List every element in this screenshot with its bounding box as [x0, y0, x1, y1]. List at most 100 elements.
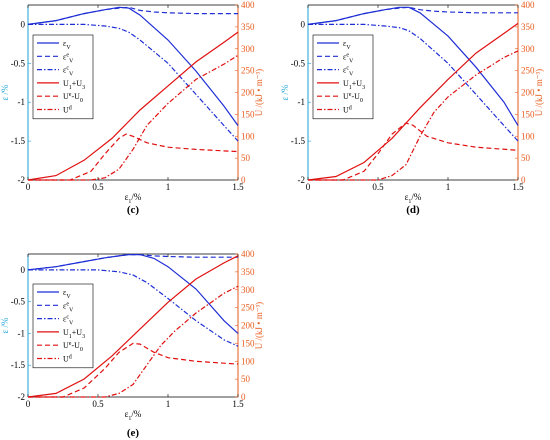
x-tick-label: 1 [166, 182, 171, 192]
y-right-tick-label: 100 [521, 131, 535, 141]
x-tick-label: 0 [306, 182, 311, 192]
series-line-1 [307, 6, 518, 25]
chart-panel-0: 0 0.5 1 1.50-0.5-1-1.5-2 0501001502002503003… [0, 0, 264, 216]
y-right-tick-label: 0 [241, 392, 246, 402]
y-left-tick-label: -1.5 [11, 360, 26, 370]
y-right-tick-label: 150 [241, 109, 255, 119]
legend-box [312, 34, 374, 120]
x-tick-label: 1.5 [512, 182, 524, 192]
x-tick-label: 0 [26, 399, 31, 409]
x-tick-label: 1.5 [232, 182, 244, 192]
y-right-tick-label: 100 [241, 131, 255, 141]
y-left-tick-label: -0.5 [11, 297, 26, 307]
series-line-1 [27, 6, 238, 25]
y-right-tick-label: 150 [241, 338, 255, 348]
panel-caption: (e) [127, 427, 140, 439]
legend-label-3: U1+U3 [63, 79, 85, 91]
series-line-0 [27, 6, 239, 126]
y-right-tick-label: 250 [241, 303, 255, 313]
series-line-4 [308, 122, 519, 181]
x-tick-label: 0.5 [92, 399, 104, 409]
y-left-tick-label: -0.5 [291, 58, 306, 68]
x-axis-label: ε1/% [125, 192, 142, 205]
legend-label-1: εeV [343, 52, 354, 64]
legend-label-4: Ue-U0 [343, 92, 363, 104]
series-line-0 [307, 6, 519, 126]
series-line-3 [27, 255, 239, 398]
legend-box [32, 283, 94, 369]
y-left-tick-label: -1 [298, 97, 306, 107]
y-left-tick-label: -1 [18, 97, 26, 107]
y-right-axis-label: U /(kJ • m⁻³) [254, 302, 264, 349]
legend-label-5: Ud [63, 106, 72, 115]
legend-label-4: Ue-U0 [63, 341, 83, 353]
series-line-3 [27, 31, 239, 181]
y-right-axis-label: U /(kJ • m⁻³) [534, 69, 544, 116]
y-right-tick-label: 350 [241, 267, 255, 277]
chart-panel-1: 0 0.5 1 1.50-0.5-1-1.5-2 0501001502002503003… [280, 0, 544, 216]
y-left-tick-label: 0 [301, 19, 306, 29]
y-right-tick-label: 0 [241, 175, 246, 185]
y-right-tick-label: 250 [241, 66, 255, 76]
x-tick-label: 0 [26, 182, 31, 192]
y-left-tick-label: -1.5 [11, 136, 26, 146]
series-line-1 [27, 254, 238, 271]
legend-label-5: Ud [343, 106, 352, 115]
y-right-tick-label: 150 [521, 109, 535, 119]
y-right-axis-label: U /(kJ • m⁻³) [254, 69, 264, 116]
y-left-tick-label: -1 [18, 328, 26, 338]
y-right-tick-label: 350 [241, 22, 255, 32]
y-right-tick-label: 350 [521, 22, 535, 32]
x-tick-label: 0.5 [372, 182, 384, 192]
x-axis-label: ε1/% [125, 409, 142, 422]
x-tick-label: 1.5 [232, 399, 244, 409]
y-right-tick-label: 300 [241, 44, 255, 54]
y-right-tick-label: 200 [241, 88, 255, 98]
series-line-2 [28, 23, 239, 142]
legend-label-2: εcV [63, 66, 74, 78]
series-line-4 [28, 342, 239, 398]
panel-caption: (c) [127, 204, 140, 216]
series-line-2 [308, 23, 519, 142]
series-line-4 [28, 133, 239, 181]
legend-label-0: εV [63, 288, 71, 300]
x-tick-label: 0.5 [92, 182, 104, 192]
y-left-axis-label: ε /% [0, 84, 10, 101]
y-right-tick-label: 300 [521, 44, 535, 54]
series-line-5 [28, 285, 239, 398]
y-left-tick-label: -0.5 [11, 58, 26, 68]
y-left-tick-label: -2 [18, 392, 26, 402]
legend-label-1: εeV [63, 52, 74, 64]
legend-label-3: U1+U3 [343, 79, 365, 91]
series-line-5 [28, 54, 239, 181]
y-right-tick-label: 50 [521, 153, 531, 163]
y-left-tick-label: -2 [18, 175, 26, 185]
chart-panel-2: 0 0.5 1 1.50-0.5-1-1.5-2 0501001502002503003… [0, 249, 264, 439]
y-left-tick-label: 0 [21, 19, 26, 29]
series-line-2 [28, 269, 239, 347]
series-line-5 [308, 50, 519, 181]
legend-label-3: U1+U3 [63, 328, 85, 340]
y-right-tick-label: 400 [521, 0, 535, 10]
series-line-3 [307, 22, 519, 181]
y-left-axis-label: ε /% [0, 317, 10, 334]
y-right-tick-label: 200 [521, 88, 535, 98]
legend-label-1: εeV [63, 301, 74, 313]
y-right-tick-label: 300 [241, 285, 255, 295]
y-right-tick-label: 400 [241, 249, 255, 259]
legend-label-5: Ud [63, 355, 72, 364]
legend-box [32, 34, 94, 120]
y-left-tick-label: -1.5 [291, 136, 306, 146]
y-left-axis-label: ε /% [280, 84, 290, 101]
x-axis-label: ε1/% [405, 192, 422, 205]
legend-label-2: εcV [63, 315, 74, 327]
y-right-tick-label: 400 [241, 0, 255, 10]
y-right-tick-label: 100 [241, 356, 255, 366]
y-right-tick-label: 50 [241, 374, 251, 384]
x-tick-label: 1 [166, 399, 171, 409]
y-left-tick-label: -2 [298, 175, 306, 185]
legend-label-0: εV [343, 39, 351, 51]
x-tick-label: 1 [446, 182, 451, 192]
